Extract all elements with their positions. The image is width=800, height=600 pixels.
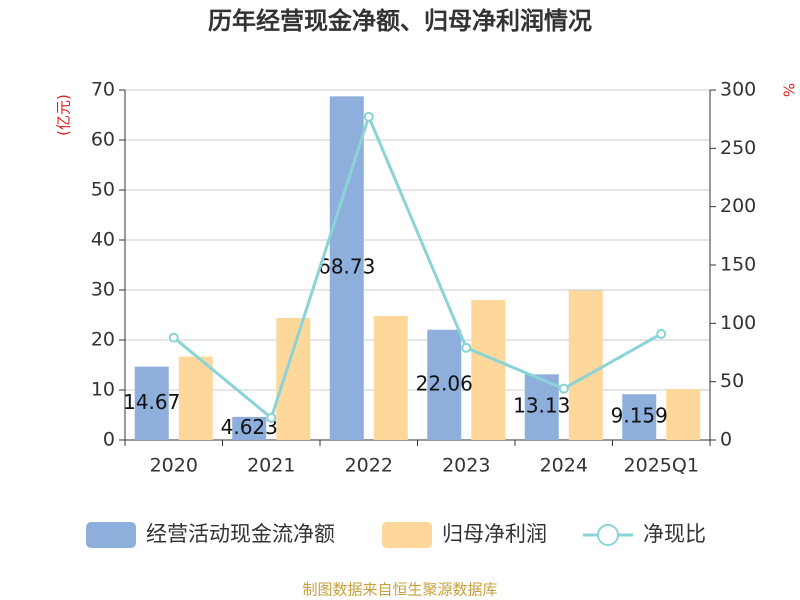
legend-label: 经营活动现金流净额 [146,522,335,546]
bar [568,290,603,440]
line-point [363,111,374,122]
bar [178,356,213,440]
line-point [558,383,569,394]
y-axis-label: (亿元) [55,94,73,136]
bar [276,318,311,440]
x-tick-label: 2021 [247,455,295,477]
data-label: 22.06 [416,371,473,395]
bar [427,329,462,440]
legend-swatch [597,524,619,546]
bar [622,394,657,440]
bar [134,366,169,440]
x-tick-label: 2020 [150,455,198,477]
line [172,112,662,421]
chart-title: 历年经营现金净额、归母净利润情况 [208,7,592,35]
data-label: 9.159 [611,404,668,428]
source: 制图数据来自恒生聚源数据库 [302,581,497,599]
legend-label: 归母净利润 [442,522,547,546]
line-point [266,412,277,423]
y-tick-label: 50 [91,179,115,201]
y2-tick-label: 250 [720,137,756,159]
y2-tick-label: 50 [720,370,744,392]
y-tick-label: 30 [91,279,115,301]
y2-tick-label: 100 [720,312,756,334]
bar [666,389,701,440]
line-point [168,332,179,343]
bar [373,316,408,440]
legend-swatch [86,522,136,548]
data-label: 14.67 [123,390,180,414]
x-tick-label: 2022 [345,455,393,477]
x-tick-label: 2023 [442,455,490,477]
y2-tick-label: 150 [720,254,756,276]
y-tick-label: 40 [91,229,115,251]
legend-label: 净现比 [643,522,706,546]
y2-axis-label: % [780,83,798,97]
x-tick-label: 2024 [540,455,588,477]
y-tick-label: 10 [91,379,115,401]
y2-tick-label: 0 [720,429,732,451]
data-label: 13.13 [513,394,570,418]
y-tick-label: 60 [91,129,115,151]
x-tick-label: 2025Q1 [624,455,699,477]
line-point [461,342,472,353]
legend-swatch [382,522,432,548]
bar [471,300,506,440]
bar [232,416,267,440]
data-label: 68.73 [318,255,375,279]
y-tick-label: 20 [91,329,115,351]
y-tick-label: 0 [103,429,115,451]
y2-tick-label: 300 [720,79,756,101]
line-point [656,328,667,339]
y2-tick-label: 200 [720,195,756,217]
y-tick-label: 70 [91,79,115,101]
